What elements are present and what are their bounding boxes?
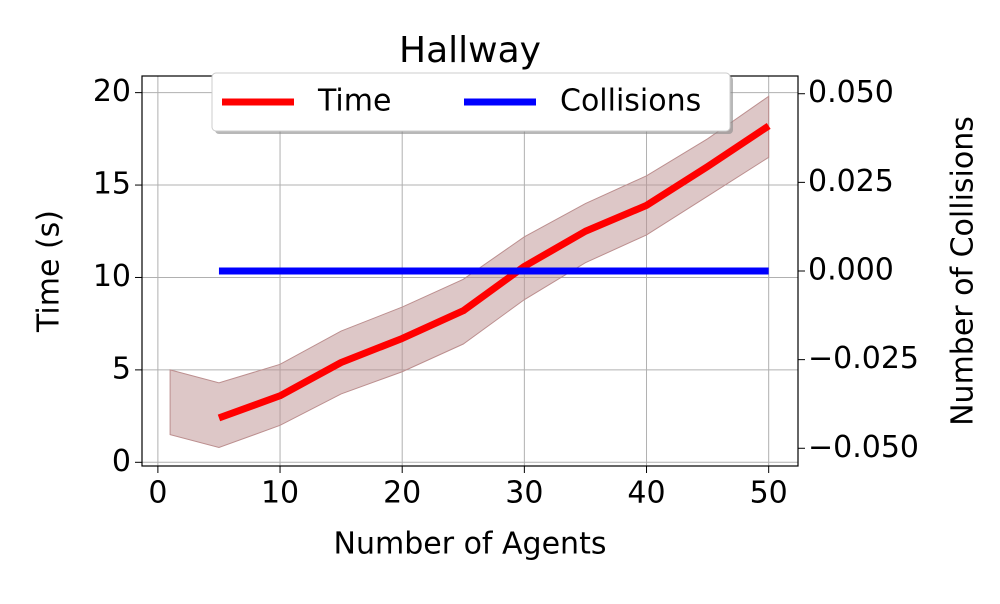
y2-tick-label: 0.000 (808, 253, 894, 288)
x-tick-label: 0 (148, 476, 167, 511)
y-tick-label: 5 (112, 351, 131, 386)
legend-label: Collisions (560, 84, 701, 119)
legend: Time Collisions (211, 72, 733, 134)
y2-tick-label: −0.025 (808, 341, 919, 376)
x-tick-label: 20 (383, 476, 421, 511)
y-tick-label: 0 (112, 444, 131, 479)
y2-tick-label: 0.025 (808, 164, 894, 199)
x-tick-label: 50 (750, 476, 788, 511)
x-tick-label: 30 (505, 476, 543, 511)
y-tick-label: 10 (93, 259, 131, 294)
y2-tick-label: −0.050 (808, 430, 919, 465)
y2-tick-label: 0.050 (808, 75, 894, 110)
x-axis-label: Number of Agents (334, 527, 607, 562)
band (169, 95, 770, 449)
y-tick-label: 20 (93, 74, 131, 109)
x-tick-label: 40 (627, 476, 665, 511)
y-axis-label: Time (s) (32, 210, 67, 333)
x-tick-label: 10 (261, 476, 299, 511)
legend-label: Time (317, 84, 391, 119)
y-tick-label: 15 (93, 167, 131, 202)
y2-axis-label: Number of Collisions (946, 116, 981, 426)
chart-title: Hallway (399, 30, 541, 71)
series-line (217, 122, 771, 422)
